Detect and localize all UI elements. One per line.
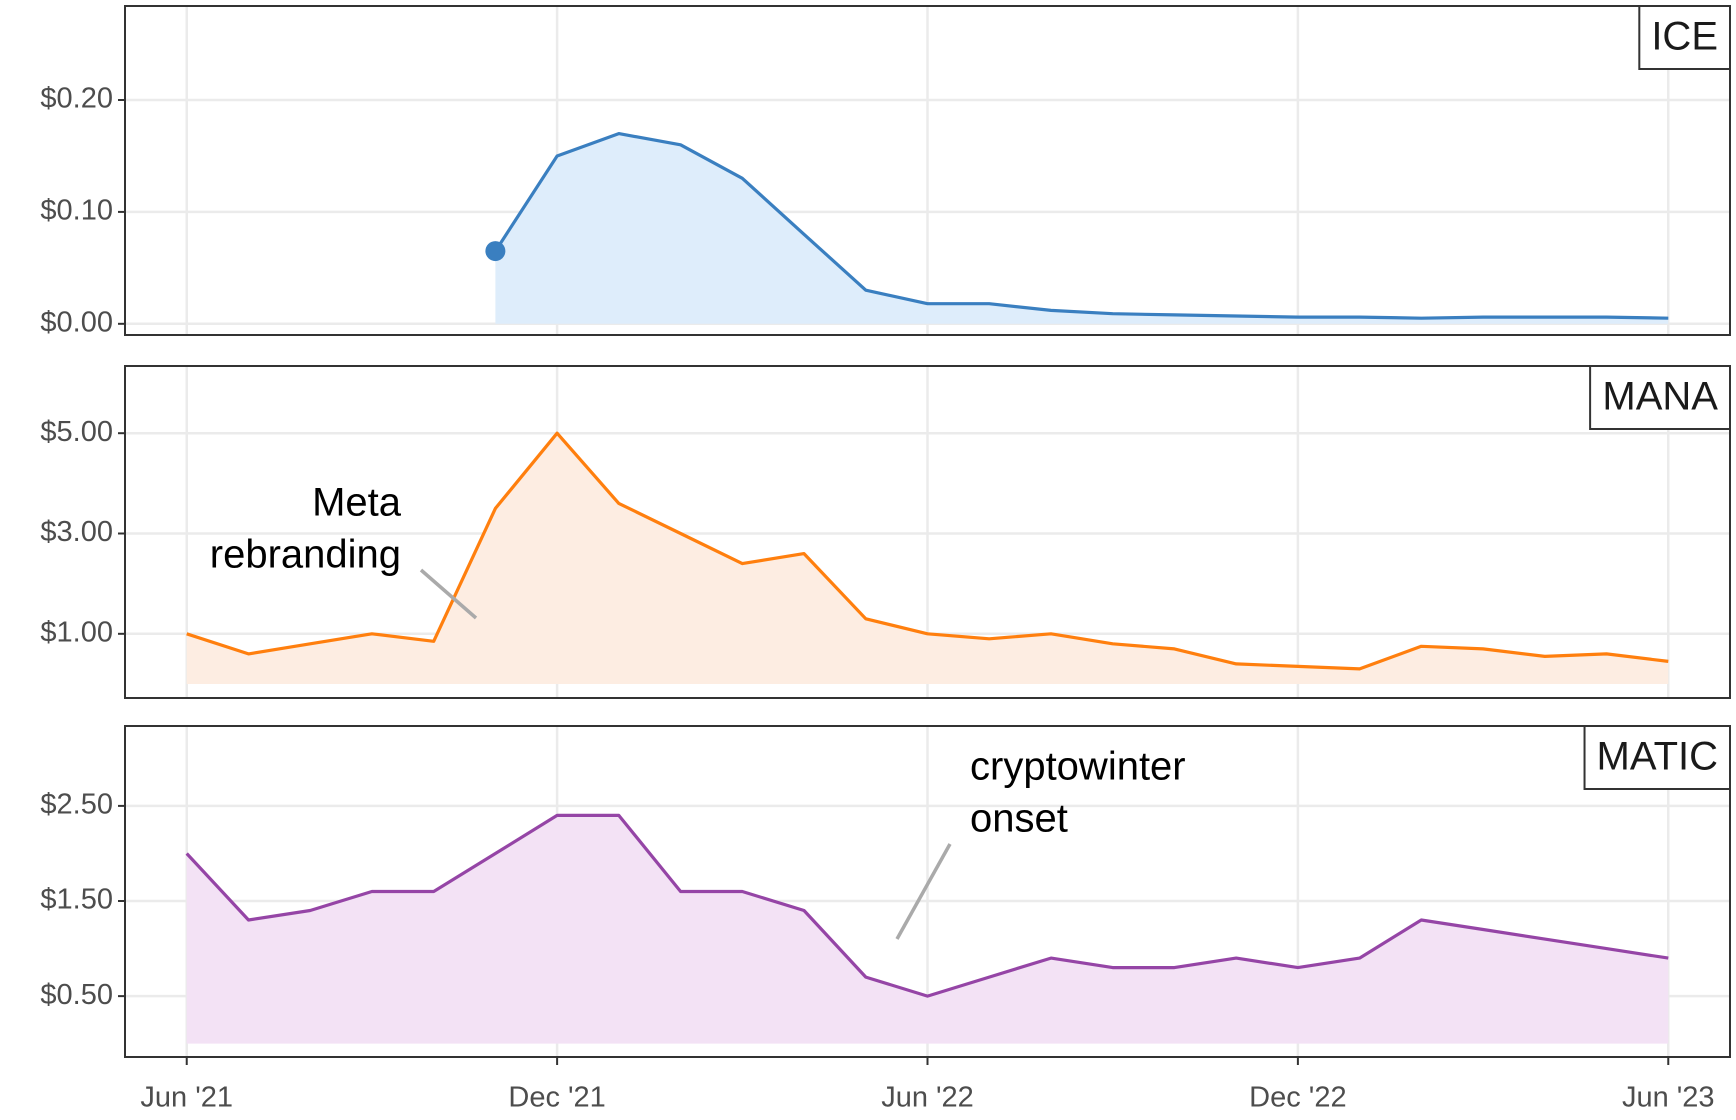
facet-label: MATIC [1597, 735, 1718, 779]
facet-label-box [1638, 5, 1731, 70]
annotation-leader [895, 843, 952, 940]
x-tick-label: Dec '22 [1249, 1082, 1346, 1114]
facet-label-box [1589, 365, 1731, 430]
area [495, 133, 1669, 324]
facet-label-box [1583, 725, 1731, 790]
annotation: onset [970, 797, 1068, 841]
y-tick-label: $0.00 [40, 306, 113, 338]
x-tick-label: Jun '22 [881, 1082, 974, 1114]
x-tick-label: Jun '21 [140, 1082, 233, 1114]
annotation-leader [419, 568, 478, 620]
area [186, 815, 1669, 1044]
line [185, 813, 1669, 998]
annotation: cryptowinter [970, 745, 1186, 789]
facet-label: MANA [1602, 375, 1718, 419]
facet-label: ICE [1651, 15, 1718, 59]
line [186, 431, 1669, 671]
y-tick-label: $1.50 [40, 884, 113, 916]
y-tick-label: $1.00 [40, 616, 113, 648]
x-tick-label: Jun '23 [1622, 1082, 1715, 1114]
area [186, 433, 1669, 684]
annotation: Meta [312, 481, 402, 525]
y-tick-label: $0.20 [40, 83, 113, 115]
panel-border [124, 5, 1731, 336]
y-tick-label: $0.50 [40, 979, 113, 1011]
y-tick-label: $5.00 [40, 416, 113, 448]
start-point [485, 241, 506, 262]
y-tick-label: $3.00 [40, 516, 113, 548]
panel-border [124, 365, 1731, 699]
annotation: rebranding [210, 533, 401, 577]
line [494, 132, 1669, 320]
y-tick-label: $2.50 [40, 789, 113, 821]
y-tick-label: $0.10 [40, 195, 113, 227]
x-tick-label: Dec '21 [508, 1082, 605, 1114]
